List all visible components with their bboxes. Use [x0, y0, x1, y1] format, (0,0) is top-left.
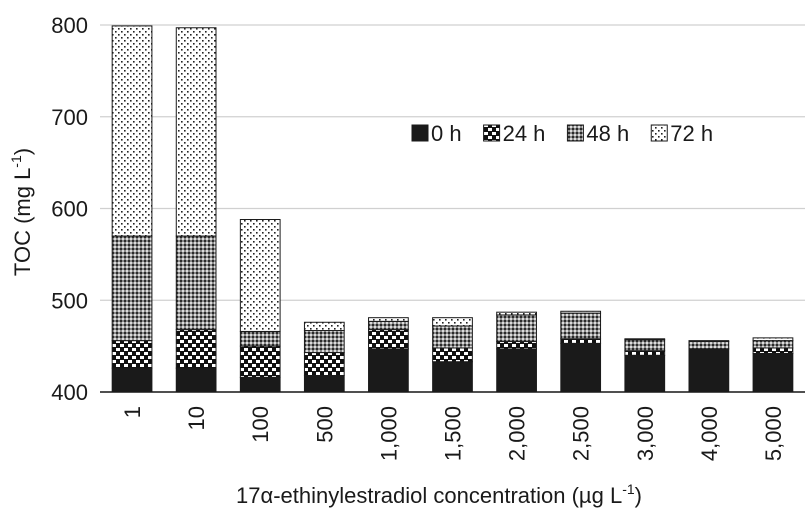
bar-segment: [560, 338, 602, 344]
bar-segment: [560, 342, 602, 393]
x-tick-label: 3,000: [633, 406, 658, 461]
legend-label: 0 h: [431, 121, 462, 146]
bars: [111, 25, 794, 393]
bar-segment: [752, 347, 794, 354]
x-tick-label: 5,000: [761, 406, 786, 461]
bar-segment: [175, 367, 217, 393]
legend-label: 72 h: [670, 121, 713, 146]
y-axis-title: TOC (mg L-1): [8, 148, 35, 276]
bar-segment: [303, 374, 345, 393]
bar-segment: [111, 235, 153, 342]
bar-segment: [624, 350, 666, 356]
bar-segment: [239, 330, 281, 347]
bar-segment: [688, 341, 730, 350]
bar-segment: [688, 348, 730, 393]
bar-segment: [239, 219, 281, 332]
bar-segment: [432, 347, 473, 363]
bar-segment: [303, 321, 345, 332]
bar-segment: [432, 317, 473, 327]
x-tick-label: 1,000: [376, 406, 401, 461]
bar-segment: [368, 348, 409, 393]
y-tick-label: 600: [51, 197, 88, 222]
bar-segment: [752, 340, 794, 349]
legend: 0 h 24 h 48 h 72 h: [411, 121, 713, 146]
bar-segment: [239, 345, 281, 378]
bar-segment: [368, 329, 409, 350]
bar-segment: [432, 361, 473, 393]
bar-segment: [303, 330, 345, 354]
bar-segment: [111, 340, 153, 369]
bar-segment: [303, 352, 345, 376]
bar-segment: [111, 367, 153, 393]
bar-segment: [496, 348, 537, 393]
bar-segment: [368, 317, 409, 322]
bar-segment: [624, 339, 666, 352]
legend-swatch: [566, 124, 584, 142]
x-tick-label: 2,000: [505, 406, 530, 461]
y-tick-label: 500: [51, 288, 88, 313]
x-tick-label: 10: [184, 406, 209, 430]
x-tick-labels: 1 10 100 500 1,000 1,500 2,000 2,500 3,000 4,000 5…: [120, 406, 786, 461]
y-tick-labels: 400 500 600 700 800: [51, 13, 88, 405]
x-tick-label: 100: [248, 406, 273, 443]
bar-segment: [752, 352, 794, 393]
bar-segment: [560, 312, 602, 340]
bar-segment: [496, 314, 537, 343]
bar-segment: [175, 235, 217, 331]
bar-segment: [175, 329, 217, 369]
bar-segment: [752, 337, 794, 342]
x-axis-title: 17α-ethinylestradiol concentration (µg L…: [236, 481, 642, 508]
bar-segment: [624, 354, 666, 393]
bar-segment: [688, 340, 730, 343]
y-tick-label: 800: [51, 13, 88, 38]
legend-swatch: [483, 124, 501, 142]
y-tick-label: 400: [51, 380, 88, 405]
x-tick-label: 1,500: [441, 406, 466, 461]
x-tick-label: 1: [120, 406, 145, 418]
legend-swatch: [650, 124, 668, 142]
bar-segment: [496, 341, 537, 350]
bar-segment: [175, 27, 217, 237]
bar-segment: [432, 325, 473, 349]
bar-segment: [624, 338, 666, 341]
legend-label: 24 h: [503, 121, 546, 146]
legend-swatch: [411, 124, 429, 142]
x-tick-label: 2,500: [569, 406, 594, 461]
bar-segment: [560, 310, 602, 314]
bar-segment: [368, 320, 409, 331]
x-tick-label: 4,000: [697, 406, 722, 461]
legend-label: 48 h: [586, 121, 629, 146]
bar-segment: [239, 376, 281, 393]
bar-segment: [111, 25, 153, 237]
y-tick-label: 700: [51, 105, 88, 130]
bar-segment: [496, 311, 537, 316]
x-tick-label: 500: [312, 406, 337, 443]
